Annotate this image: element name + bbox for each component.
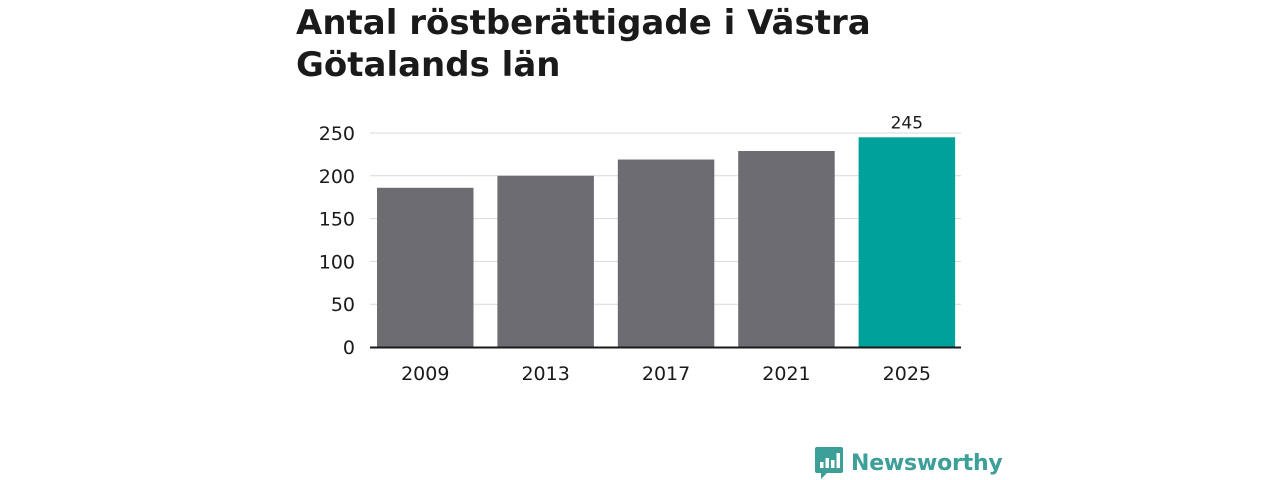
bar-2017 [617, 159, 715, 347]
x-tick-label: 2025 [883, 363, 931, 385]
x-tick-label: 2021 [762, 363, 810, 385]
y-axis-ticks: 0 50 100 150 200 250 [319, 123, 355, 359]
bar-2021 [738, 150, 835, 347]
bars [377, 137, 956, 347]
bar-2025 [858, 137, 956, 347]
x-axis-ticks: 2009 2013 2017 2021 2025 [401, 363, 931, 385]
chart-title: Antal röstberättigade i Västra Götalands… [296, 3, 871, 85]
x-tick-label: 2009 [401, 363, 449, 385]
y-tick-label: 150 [319, 209, 355, 231]
brand-name: Newsworthy [851, 450, 1003, 476]
y-tick-label: 0 [343, 337, 355, 359]
data-label: 245 [891, 113, 923, 133]
y-tick-label: 50 [331, 294, 355, 316]
x-tick-label: 2017 [642, 363, 690, 385]
x-tick-label: 2013 [521, 363, 569, 385]
bar-2009 [377, 187, 474, 347]
bar-2013 [497, 175, 594, 347]
y-tick-label: 250 [319, 123, 355, 145]
y-tick-label: 100 [319, 251, 355, 273]
newsworthy-logo: Newsworthy [815, 447, 1003, 479]
data-labels: 245 [891, 113, 923, 133]
y-tick-label: 200 [319, 166, 355, 188]
chart-speech-bubble-icon [815, 447, 843, 479]
